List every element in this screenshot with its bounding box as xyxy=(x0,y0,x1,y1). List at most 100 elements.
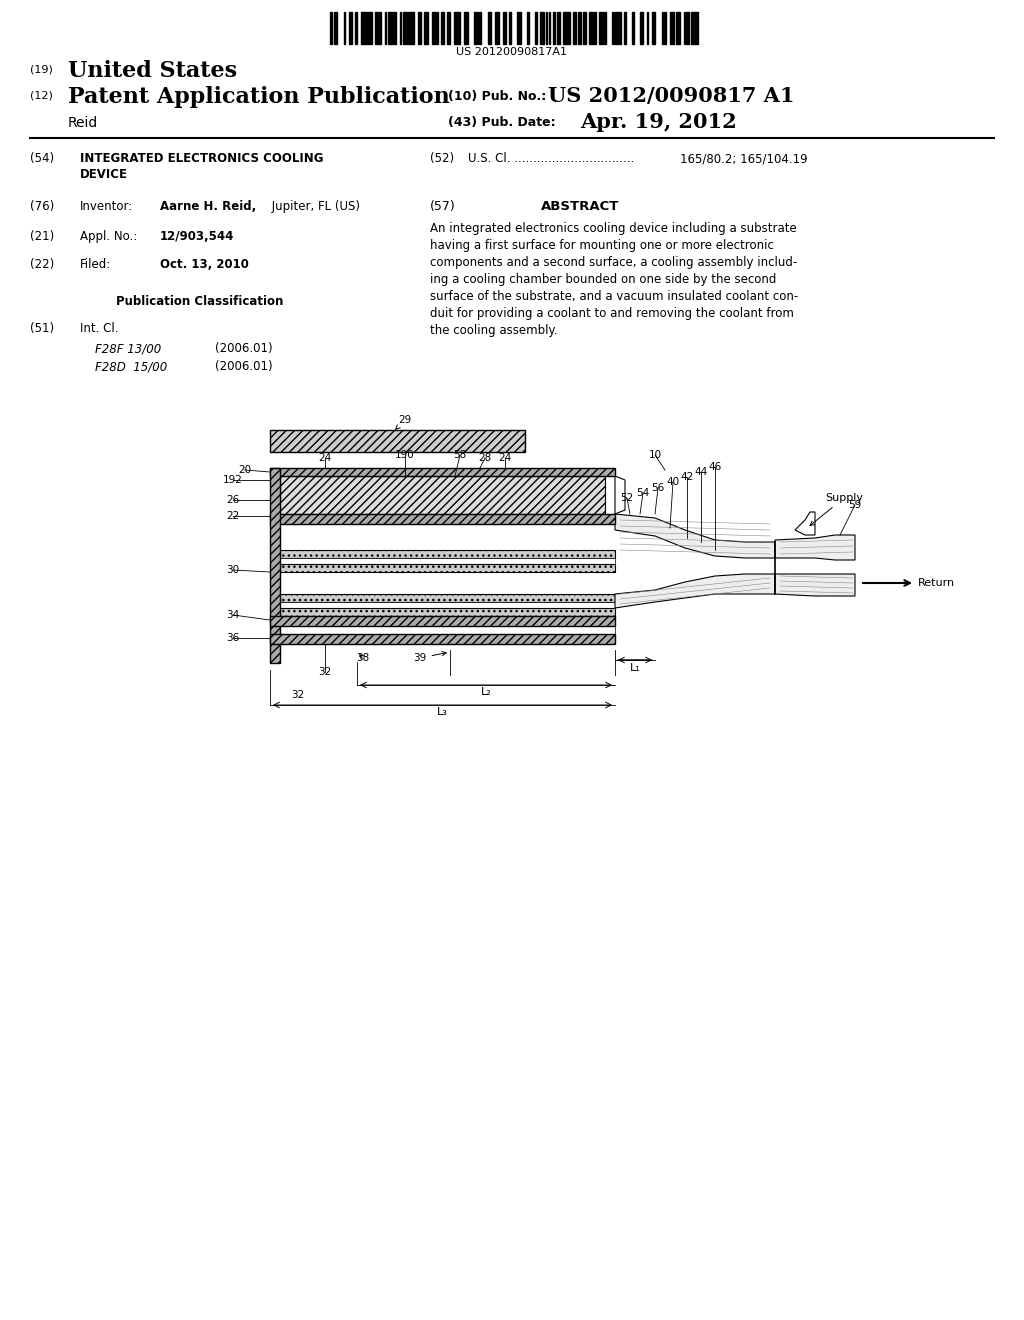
Bar xyxy=(612,12,613,44)
Text: (52): (52) xyxy=(430,152,454,165)
Text: 42: 42 xyxy=(680,473,693,482)
Text: (21): (21) xyxy=(30,230,54,243)
Bar xyxy=(479,12,481,44)
Bar xyxy=(546,12,547,44)
Bar xyxy=(399,12,400,44)
Bar xyxy=(640,12,643,44)
Text: 29: 29 xyxy=(395,414,412,430)
Text: surface of the substrate, and a vacuum insulated coolant con-: surface of the substrate, and a vacuum i… xyxy=(430,290,799,304)
Text: 46: 46 xyxy=(709,462,722,473)
Bar xyxy=(385,12,386,44)
Text: (2006.01): (2006.01) xyxy=(215,342,272,355)
Bar xyxy=(662,12,663,44)
Text: Supply: Supply xyxy=(810,492,863,525)
Bar xyxy=(595,12,596,44)
Text: 28: 28 xyxy=(478,453,492,463)
Text: 44: 44 xyxy=(694,467,708,477)
Text: Int. Cl.: Int. Cl. xyxy=(80,322,119,335)
Bar xyxy=(270,469,615,477)
Bar xyxy=(664,12,667,44)
Bar xyxy=(270,430,525,451)
Text: Inventor:: Inventor: xyxy=(80,201,133,213)
Text: 34: 34 xyxy=(226,610,240,620)
Text: Jupiter, FL (US): Jupiter, FL (US) xyxy=(268,201,360,213)
Bar xyxy=(355,12,357,44)
Text: Appl. No.:: Appl. No.: xyxy=(80,230,137,243)
Bar xyxy=(280,609,615,616)
Bar xyxy=(280,550,615,558)
Bar xyxy=(270,513,615,524)
Text: Publication Classification: Publication Classification xyxy=(117,294,284,308)
Text: the cooling assembly.: the cooling assembly. xyxy=(430,323,558,337)
Polygon shape xyxy=(795,512,815,535)
Text: (22): (22) xyxy=(30,257,54,271)
Bar xyxy=(344,12,345,44)
Text: 20: 20 xyxy=(239,465,252,475)
Bar xyxy=(424,12,428,44)
Text: 24: 24 xyxy=(499,453,512,463)
Text: US 20120090817A1: US 20120090817A1 xyxy=(457,48,567,57)
Text: (19): (19) xyxy=(30,63,53,74)
Bar xyxy=(474,12,478,44)
Bar xyxy=(437,12,438,44)
Bar xyxy=(573,12,575,44)
Bar xyxy=(604,12,605,44)
Text: 30: 30 xyxy=(226,565,240,576)
Text: components and a second surface, a cooling assembly includ-: components and a second surface, a cooli… xyxy=(430,256,798,269)
Bar xyxy=(464,12,468,44)
Text: L₂: L₂ xyxy=(480,686,492,697)
Bar xyxy=(684,12,685,44)
Text: Return: Return xyxy=(918,578,955,587)
Bar xyxy=(418,12,421,44)
Text: 22: 22 xyxy=(226,511,240,521)
Text: 165/80.2; 165/104.19: 165/80.2; 165/104.19 xyxy=(680,152,808,165)
Bar xyxy=(677,12,680,44)
Text: DEVICE: DEVICE xyxy=(80,168,128,181)
Bar xyxy=(691,12,697,44)
Bar xyxy=(270,626,615,634)
Text: Patent Application Publication: Patent Application Publication xyxy=(68,86,450,108)
Text: L₃: L₃ xyxy=(436,708,447,717)
Bar xyxy=(393,12,396,44)
Polygon shape xyxy=(775,535,855,560)
Text: Apr. 19, 2012: Apr. 19, 2012 xyxy=(580,112,736,132)
Bar xyxy=(403,12,407,44)
Text: (76): (76) xyxy=(30,201,54,213)
Text: 39: 39 xyxy=(414,652,446,663)
Bar xyxy=(375,12,377,44)
Bar xyxy=(517,12,521,44)
Bar xyxy=(509,12,511,44)
Text: 36: 36 xyxy=(226,634,240,643)
Text: INTEGRATED ELECTRONICS COOLING: INTEGRATED ELECTRONICS COOLING xyxy=(80,152,324,165)
Bar xyxy=(646,12,648,44)
Text: having a first surface for mounting one or more electronic: having a first surface for mounting one … xyxy=(430,239,774,252)
Bar xyxy=(361,12,368,44)
Text: Filed:: Filed: xyxy=(80,257,112,271)
Text: (51): (51) xyxy=(30,322,54,335)
Bar xyxy=(540,12,544,44)
Text: 32: 32 xyxy=(292,690,304,700)
Text: (54): (54) xyxy=(30,152,54,165)
Bar xyxy=(280,594,615,602)
Text: 52: 52 xyxy=(621,492,634,503)
Polygon shape xyxy=(615,477,625,513)
Bar xyxy=(549,12,550,44)
Bar xyxy=(625,12,626,44)
Text: 40: 40 xyxy=(667,477,680,487)
Text: United States: United States xyxy=(68,59,238,82)
Bar xyxy=(651,12,655,44)
Text: Oct. 13, 2010: Oct. 13, 2010 xyxy=(160,257,249,271)
Bar xyxy=(563,12,569,44)
Text: 58: 58 xyxy=(454,450,467,459)
Bar xyxy=(527,12,528,44)
Bar xyxy=(334,12,338,44)
Bar xyxy=(632,12,634,44)
Bar xyxy=(348,12,352,44)
Text: (43) Pub. Date:: (43) Pub. Date: xyxy=(449,116,556,129)
Bar xyxy=(503,12,506,44)
Bar xyxy=(618,12,621,44)
Bar xyxy=(557,12,560,44)
Text: F28D  15/00: F28D 15/00 xyxy=(95,360,167,374)
Text: L₁: L₁ xyxy=(630,663,640,673)
Polygon shape xyxy=(775,574,855,597)
